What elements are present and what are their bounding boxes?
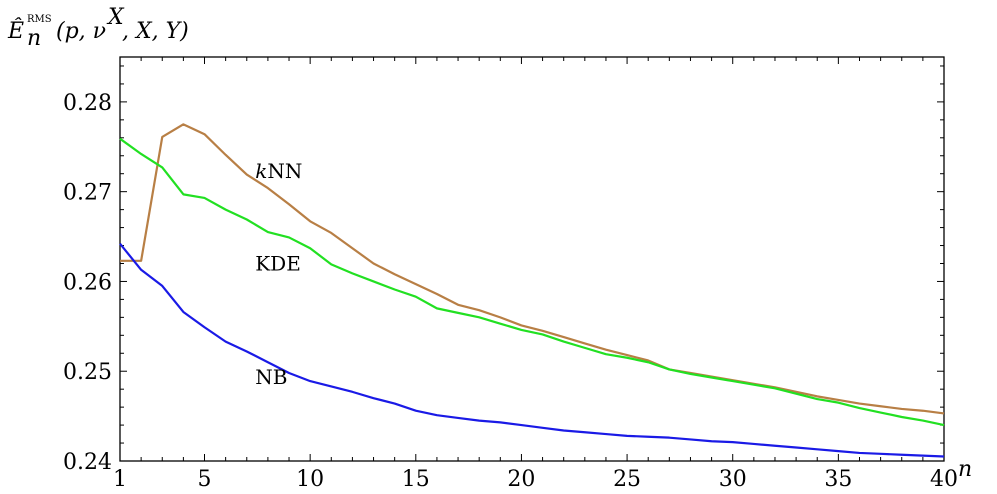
y-axis-label-args: (p, ν <box>56 19 106 44</box>
y-axis-label-main: Ê <box>7 17 24 44</box>
x-tick-label: 30 <box>719 467 747 492</box>
x-tick-label: 15 <box>402 467 430 492</box>
ticks-layer: 1 5 10 15 20 25 30 35 400.240.250.260.270.28 <box>63 57 958 492</box>
y-axis-label-args-sup: X <box>106 5 125 30</box>
x-tick-label: 1 <box>113 467 127 492</box>
labels-layer: kNN KDE NB <box>255 159 302 389</box>
x-tick-label: 20 <box>507 467 535 492</box>
y-axis-label-sup: RMS <box>27 14 52 25</box>
y-axis-label-args-rest: , X, Y) <box>122 19 189 44</box>
x-axis-title: n <box>958 457 972 482</box>
series-line-knn <box>120 123 945 415</box>
series-label-kde: KDE <box>255 252 301 276</box>
series-line-kde <box>119 137 945 427</box>
x-tick-label: 25 <box>613 467 641 492</box>
y-tick-label: 0.27 <box>63 181 112 206</box>
x-tick-label: 40 <box>930 467 958 492</box>
y-tick-label: 0.24 <box>63 450 112 475</box>
x-tick-label: 5 <box>198 467 212 492</box>
series-line-nb <box>119 243 945 458</box>
series-label-nb: NB <box>255 365 287 389</box>
x-tick-label: 10 <box>296 467 324 492</box>
y-tick-label: 0.28 <box>63 91 112 116</box>
y-axis-title: Ê n RMS (p, ν X , X, Y) <box>7 5 189 51</box>
y-tick-label: 0.25 <box>63 360 112 385</box>
series-layer <box>119 123 945 458</box>
plot-frame <box>119 56 945 462</box>
x-tick-label: 35 <box>824 467 852 492</box>
y-tick-label: 0.26 <box>63 270 112 295</box>
y-axis-label-sub: n <box>27 26 41 51</box>
series-label-knn: kNN <box>255 159 302 183</box>
